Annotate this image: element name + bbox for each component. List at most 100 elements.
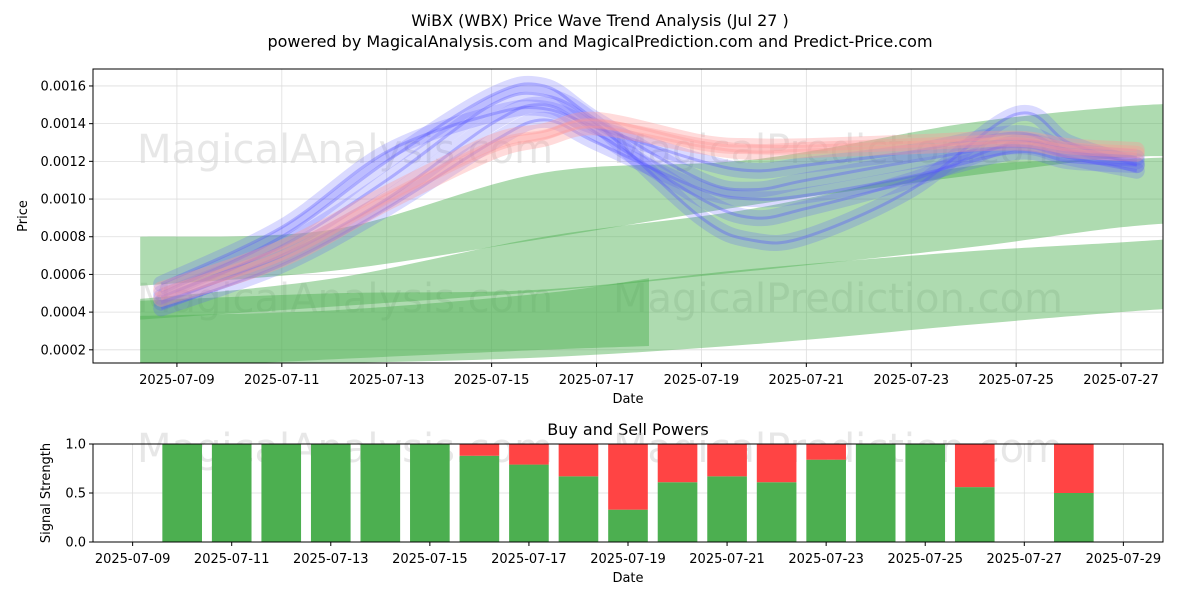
blue-wave-2: [153, 96, 1145, 311]
buy-bar-2025-07-19: [608, 509, 648, 542]
price-x-tick-label: 2025-07-09: [139, 373, 215, 388]
blue-wave-1: [153, 85, 1145, 306]
price-x-axis: 2025-07-09 2025-07-11 2025-07-13 2025-07-15…: [139, 363, 1159, 388]
sell-bar-2025-07-18: [558, 444, 599, 477]
watermark-analysis-mid: MagicalAnalysis.com: [137, 276, 553, 322]
buy-sell-x-tick-label: 2025-07-21: [689, 552, 765, 567]
buy-bar-2025-07-17: [509, 464, 549, 542]
blue-wave-4: [153, 111, 1145, 317]
price-waves: [153, 75, 1145, 317]
buy-sell-y-tick-label: 1.0: [65, 438, 86, 453]
price-y-tick-label: 0.0004: [41, 306, 87, 321]
price-x-tick-label: 2025-07-25: [978, 373, 1054, 388]
buy-sell-y-tick-label: 0.5: [65, 487, 86, 502]
price-x-tick-label: 2025-07-15: [454, 373, 530, 388]
buy-bar-2025-07-23: [806, 459, 846, 542]
buy-sell-x-tick-label: 2025-07-13: [293, 552, 369, 567]
figure-subtitle: powered by MagicalAnalysis.com and Magic…: [267, 32, 932, 51]
buy-sell-x-axis: 2025-07-09 2025-07-11 2025-07-13 2025-07-15…: [95, 542, 1161, 567]
watermark-prediction-mid: MagicalPrediction.com: [613, 276, 1063, 322]
blue-wave-3-core: [160, 82, 1138, 295]
buy-sell-bars: [162, 444, 1094, 542]
sell-bar-2025-07-22: [756, 444, 797, 483]
price-x-tick-label: 2025-07-23: [873, 373, 949, 388]
watermark-prediction-top: MagicalPrediction.com: [613, 127, 1063, 173]
price-y-axis-title: Price: [16, 200, 31, 232]
buy-sell-x-axis-title: Date: [612, 571, 643, 586]
buy-sell-x-tick-label: 2025-07-09: [95, 552, 171, 567]
buy-bar-2025-07-26: [954, 487, 995, 542]
buy-sell-x-tick-label: 2025-07-11: [194, 552, 270, 567]
price-y-tick-label: 0.0014: [41, 117, 87, 132]
red-wave-1: [153, 119, 1145, 307]
sell-bar-2025-07-26: [954, 444, 995, 488]
buy-bar-2025-07-21: [707, 476, 747, 542]
blue-wave-3: [153, 75, 1145, 302]
price-x-tick-label: 2025-07-21: [769, 373, 845, 388]
buy-bar-2025-07-15: [410, 444, 450, 542]
buy-bar-2025-07-16: [459, 455, 500, 542]
buy-bar-2025-07-25: [905, 444, 946, 542]
sell-bar-2025-07-21: [707, 444, 747, 477]
buy-bar-2025-07-20: [657, 482, 698, 542]
sell-bar-2025-07-16: [459, 444, 500, 456]
price-y-tick-label: 0.0016: [41, 79, 87, 94]
buy-bar-2025-07-14: [360, 444, 401, 542]
price-x-tick-label: 2025-07-17: [559, 373, 635, 388]
buy-sell-y-tick-label: 0.0: [65, 536, 86, 551]
green-band-lowest: [140, 278, 649, 363]
blue-wave-5: [153, 99, 1145, 292]
sell-bar-2025-07-20: [657, 444, 698, 483]
buy-sell-x-tick-label: 2025-07-19: [590, 552, 666, 567]
price-x-axis-title: Date: [612, 392, 643, 407]
buy-bar-2025-07-18: [558, 476, 599, 542]
red-wave-2-core: [160, 118, 1137, 291]
sell-bar-2025-07-28: [1054, 444, 1094, 493]
sell-bar-2025-07-19: [608, 444, 648, 510]
red-wave-1-core: [160, 125, 1137, 301]
buy-sell-x-tick-label: 2025-07-15: [392, 552, 468, 567]
figure-title: WiBX (WBX) Price Wave Trend Analysis (Ju…: [411, 11, 789, 30]
price-y-tick-label: 0.0010: [41, 193, 87, 208]
buy-bar-2025-07-22: [756, 482, 797, 542]
buy-sell-x-tick-label: 2025-07-25: [887, 552, 963, 567]
buy-sell-powers-chart: Buy and Sell Powers MagicalAnalysis.com …: [39, 420, 1164, 586]
price-y-tick-label: 0.0006: [41, 268, 87, 283]
blue-wave-1-core: [160, 91, 1138, 299]
price-y-axis: 0.0002 0.0004 0.0006 0.0008 0.0010 0.0012 0.00…: [41, 79, 93, 358]
price-plot-area: [93, 69, 1163, 363]
green-band-lower: [140, 239, 1163, 363]
green-band-upper: [140, 104, 1163, 286]
buy-sell-title: Buy and Sell Powers: [547, 420, 709, 439]
buy-sell-x-tick-label: 2025-07-27: [987, 552, 1063, 567]
price-y-tick-label: 0.0002: [41, 343, 87, 358]
buy-sell-x-tick-label: 2025-07-29: [1086, 552, 1162, 567]
price-x-tick-label: 2025-07-11: [244, 373, 320, 388]
price-x-tick-label: 2025-07-13: [349, 373, 425, 388]
buy-sell-y-axis-title: Signal Strength: [39, 443, 54, 543]
buy-sell-y-axis: 0.0 0.5 1.0: [65, 438, 93, 551]
buy-bar-2025-07-28: [1054, 493, 1094, 542]
blue-wave-4-core: [160, 118, 1137, 310]
buy-bar-2025-07-10: [162, 444, 202, 542]
blue-wave-5-core: [160, 105, 1137, 286]
green-band-middle: [140, 157, 1163, 320]
trend-bands: [140, 104, 1163, 363]
buy-bar-2025-07-11: [211, 444, 252, 542]
price-plot-frame: [92, 68, 1164, 364]
price-y-tick-label: 0.0012: [41, 155, 87, 170]
price-grid: [93, 69, 1163, 363]
buy-bar-2025-07-13: [310, 444, 351, 542]
buy-sell-x-tick-label: 2025-07-23: [788, 552, 864, 567]
price-x-tick-label: 2025-07-27: [1083, 373, 1159, 388]
sell-bar-2025-07-17: [509, 444, 549, 465]
sell-bar-2025-07-23: [806, 444, 846, 460]
price-wave-chart: MagicalAnalysis.com MagicalPrediction.co…: [16, 68, 1164, 407]
buy-bar-2025-07-24: [855, 444, 896, 542]
buy-bar-2025-07-12: [261, 444, 302, 542]
buy-sell-x-tick-label: 2025-07-17: [491, 552, 567, 567]
watermark-analysis-top: MagicalAnalysis.com: [137, 127, 553, 173]
blue-wave-2-core: [160, 103, 1137, 305]
